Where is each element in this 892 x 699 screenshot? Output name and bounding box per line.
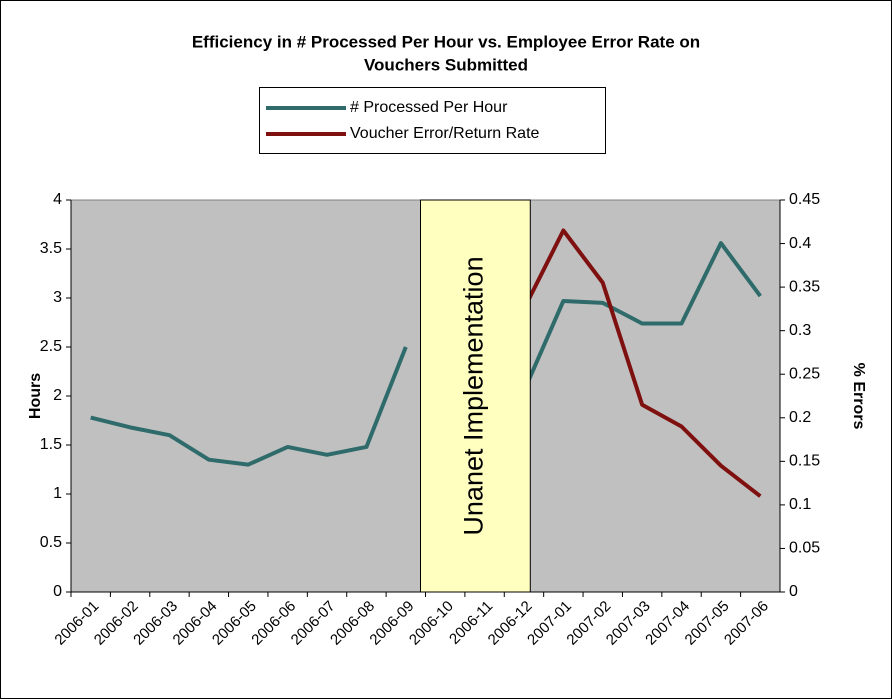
y2-tick-label: 0.4 <box>789 235 811 252</box>
legend-label: # Processed Per Hour <box>350 99 508 116</box>
y-tick-label: 3.5 <box>40 240 62 257</box>
series-line <box>90 241 762 467</box>
y-axis-label: Hours <box>27 373 44 419</box>
y-tick-label: 4 <box>53 191 62 208</box>
y2-tick-label: 0.2 <box>789 409 811 426</box>
y-tick-label: 3 <box>53 289 62 306</box>
y2-tick-label: 0.45 <box>789 191 820 208</box>
y-tick-label: 0.5 <box>40 534 62 551</box>
y-tick-label: 1 <box>53 485 62 502</box>
y2-tick-label: 0.1 <box>789 496 811 513</box>
y2-tick-label: 0.35 <box>789 278 820 295</box>
y2-tick-label: 0.05 <box>789 540 820 557</box>
y-tick-label: 0 <box>53 583 62 600</box>
legend <box>259 87 606 154</box>
chart-title: Efficiency in # Processed Per Hour vs. E… <box>192 32 700 51</box>
y2-tick-label: 0.25 <box>789 365 820 382</box>
y-tick-label: 2 <box>53 387 62 404</box>
y2-tick-label: 0.3 <box>789 322 811 339</box>
chart-title: Vouchers Submitted <box>364 55 528 74</box>
annotation-label: Unanet Implementation <box>459 256 489 535</box>
series-line <box>522 228 762 498</box>
y2-tick-label: 0 <box>789 583 798 600</box>
legend-label: Voucher Error/Return Rate <box>350 125 540 142</box>
y2-tick-label: 0.15 <box>789 453 820 470</box>
y-tick-label: 1.5 <box>40 436 62 453</box>
y2-axis-label: % Errors <box>850 363 867 430</box>
annotation-box <box>420 199 531 593</box>
y-tick-label: 2.5 <box>40 338 62 355</box>
